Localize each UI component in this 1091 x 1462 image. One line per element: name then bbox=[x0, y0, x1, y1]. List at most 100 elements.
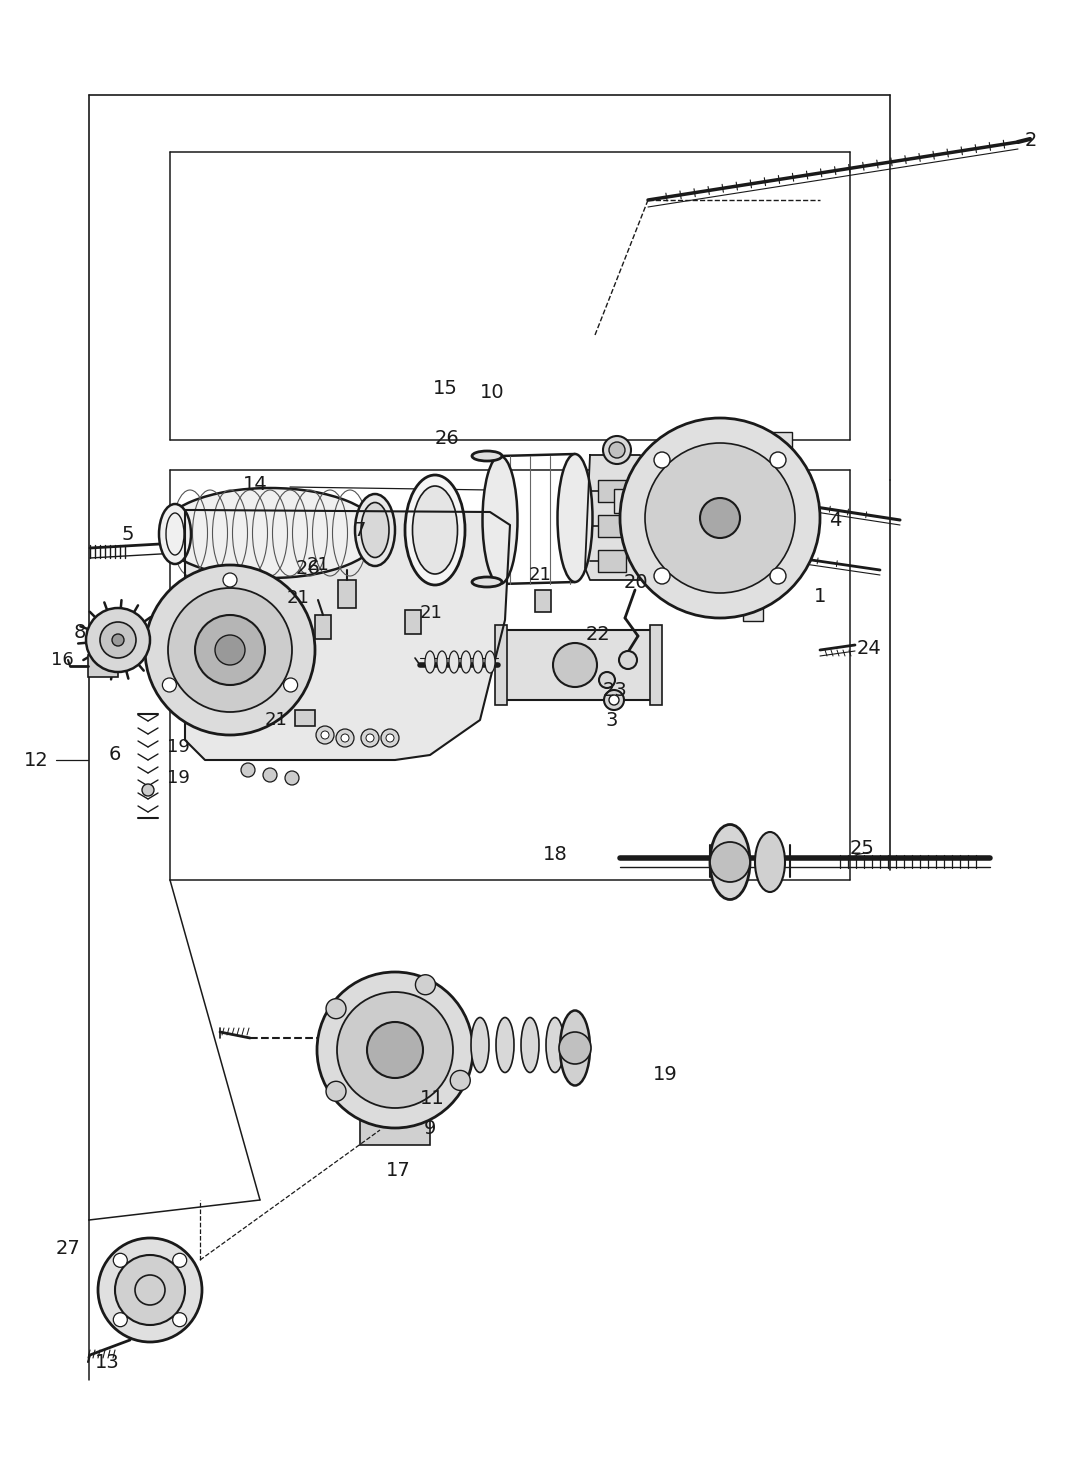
Circle shape bbox=[168, 588, 292, 712]
Circle shape bbox=[115, 1254, 185, 1325]
Circle shape bbox=[645, 443, 795, 594]
Ellipse shape bbox=[361, 503, 389, 557]
Circle shape bbox=[317, 972, 473, 1129]
Ellipse shape bbox=[412, 485, 457, 575]
Text: 27: 27 bbox=[56, 1238, 81, 1257]
Ellipse shape bbox=[160, 488, 380, 577]
Text: 12: 12 bbox=[24, 750, 48, 769]
Text: 25: 25 bbox=[850, 839, 875, 858]
Bar bbox=[315, 616, 331, 639]
Circle shape bbox=[609, 442, 625, 458]
Text: 26: 26 bbox=[434, 428, 459, 447]
Circle shape bbox=[316, 727, 334, 744]
Bar bbox=[338, 580, 356, 608]
Ellipse shape bbox=[482, 456, 517, 583]
Ellipse shape bbox=[471, 1018, 489, 1073]
Text: 24: 24 bbox=[858, 639, 882, 658]
Circle shape bbox=[710, 842, 750, 882]
Bar bbox=[598, 550, 626, 572]
Text: 21: 21 bbox=[528, 566, 551, 583]
Circle shape bbox=[100, 621, 136, 658]
Bar bbox=[598, 480, 626, 501]
Ellipse shape bbox=[558, 455, 592, 582]
Ellipse shape bbox=[405, 475, 465, 585]
Bar bbox=[614, 490, 635, 513]
Text: 23: 23 bbox=[602, 680, 627, 699]
Text: 2: 2 bbox=[1026, 130, 1038, 149]
Text: 4: 4 bbox=[829, 510, 841, 529]
Text: 22: 22 bbox=[586, 626, 610, 645]
Text: 21: 21 bbox=[308, 556, 329, 575]
Text: 10: 10 bbox=[480, 383, 504, 402]
Circle shape bbox=[285, 770, 299, 785]
Circle shape bbox=[172, 1253, 187, 1268]
Ellipse shape bbox=[521, 1018, 539, 1073]
Circle shape bbox=[98, 1238, 202, 1342]
Text: 9: 9 bbox=[423, 1118, 436, 1137]
Circle shape bbox=[86, 608, 149, 673]
Bar bbox=[405, 610, 421, 635]
Circle shape bbox=[326, 1082, 346, 1101]
Circle shape bbox=[145, 564, 315, 735]
Bar bbox=[88, 655, 118, 677]
Ellipse shape bbox=[560, 1010, 590, 1085]
Ellipse shape bbox=[472, 450, 502, 461]
Bar bbox=[772, 431, 792, 456]
Text: 20: 20 bbox=[624, 573, 648, 592]
Circle shape bbox=[142, 784, 154, 795]
Text: 17: 17 bbox=[385, 1161, 410, 1180]
Circle shape bbox=[609, 694, 619, 705]
Text: 21: 21 bbox=[265, 711, 288, 730]
Text: 14: 14 bbox=[242, 475, 267, 494]
Circle shape bbox=[365, 734, 374, 743]
Circle shape bbox=[223, 573, 237, 588]
Text: 1: 1 bbox=[814, 586, 826, 605]
Bar bbox=[743, 596, 764, 621]
Circle shape bbox=[195, 616, 265, 686]
Text: 18: 18 bbox=[542, 845, 567, 864]
Circle shape bbox=[559, 1032, 591, 1064]
Text: 15: 15 bbox=[432, 379, 457, 398]
Text: 13: 13 bbox=[95, 1352, 119, 1371]
Circle shape bbox=[284, 678, 298, 692]
Circle shape bbox=[336, 730, 353, 747]
Circle shape bbox=[341, 734, 349, 743]
Polygon shape bbox=[585, 455, 648, 580]
Ellipse shape bbox=[461, 651, 471, 673]
Ellipse shape bbox=[355, 494, 395, 566]
Ellipse shape bbox=[159, 504, 191, 564]
Circle shape bbox=[337, 993, 453, 1108]
Ellipse shape bbox=[425, 651, 435, 673]
Text: 19: 19 bbox=[652, 1066, 678, 1085]
Ellipse shape bbox=[472, 577, 502, 588]
Text: 6: 6 bbox=[109, 746, 121, 765]
Text: 19: 19 bbox=[167, 738, 190, 756]
Ellipse shape bbox=[485, 651, 495, 673]
Circle shape bbox=[599, 673, 615, 689]
Circle shape bbox=[451, 1070, 470, 1091]
Circle shape bbox=[654, 452, 670, 468]
Circle shape bbox=[321, 731, 329, 738]
Circle shape bbox=[215, 635, 245, 665]
Circle shape bbox=[770, 452, 786, 468]
Circle shape bbox=[603, 436, 631, 463]
Bar bbox=[495, 624, 507, 705]
Text: 21: 21 bbox=[287, 589, 310, 607]
Circle shape bbox=[604, 690, 624, 711]
Ellipse shape bbox=[473, 651, 483, 673]
Bar bbox=[535, 591, 551, 613]
Circle shape bbox=[381, 730, 399, 747]
Ellipse shape bbox=[755, 832, 786, 892]
Circle shape bbox=[361, 730, 379, 747]
Text: 7: 7 bbox=[353, 520, 367, 539]
Circle shape bbox=[620, 418, 820, 618]
Circle shape bbox=[163, 678, 177, 692]
Bar bbox=[295, 711, 315, 727]
Text: 16: 16 bbox=[51, 651, 74, 670]
Circle shape bbox=[416, 975, 435, 994]
Circle shape bbox=[263, 768, 277, 782]
Text: 5: 5 bbox=[122, 525, 134, 544]
Ellipse shape bbox=[496, 1018, 514, 1073]
Circle shape bbox=[553, 643, 597, 687]
Bar bbox=[360, 1120, 430, 1145]
